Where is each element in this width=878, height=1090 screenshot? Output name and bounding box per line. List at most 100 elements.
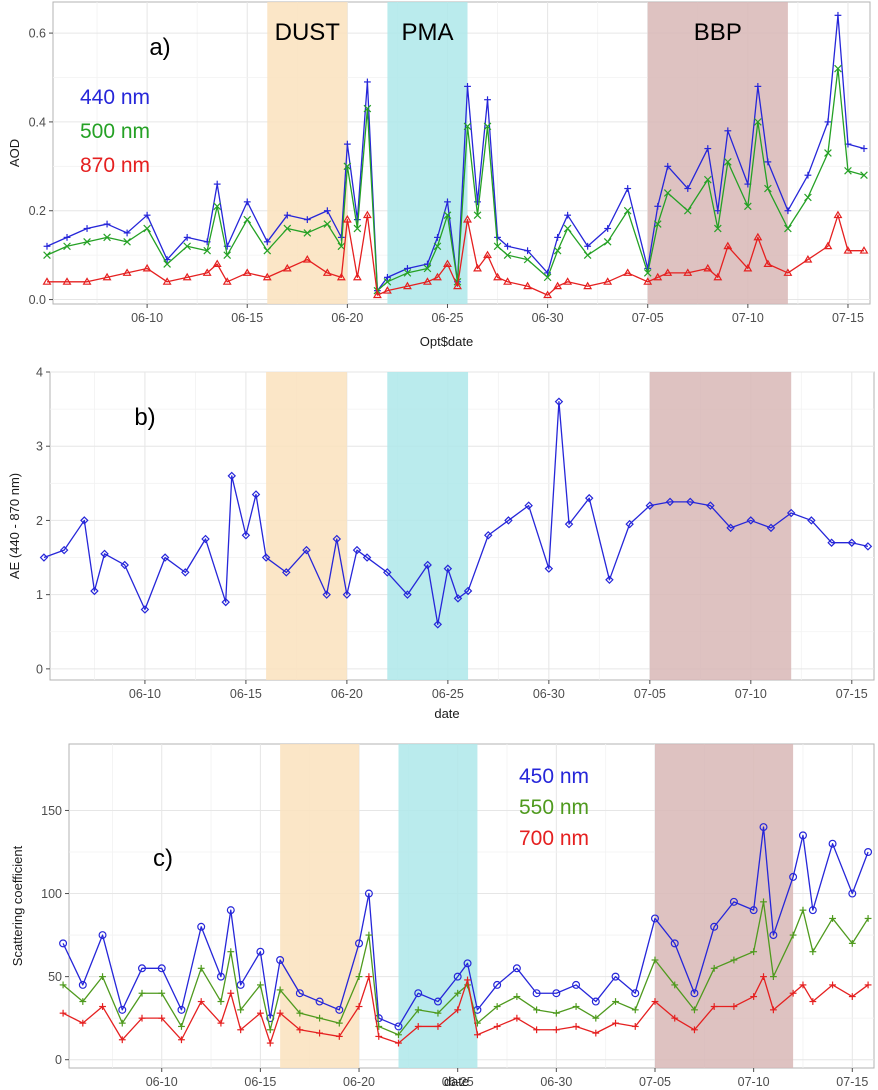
x-tick-label: 07-05 [634,687,666,701]
data-point [454,1006,462,1014]
data-point [444,198,451,206]
data-point [760,973,767,981]
data-point [375,1033,383,1040]
data-point [203,246,212,255]
band-0 [280,744,360,1068]
data-point [859,246,869,254]
data-point [552,1009,560,1017]
data-point [262,272,272,281]
data-point [123,229,131,237]
data-point [227,948,235,956]
data-point [383,568,392,577]
data-point [760,898,767,906]
data-point [221,597,230,607]
data-point [483,250,492,259]
data-point [296,1009,304,1017]
data-point [651,998,659,1005]
data-point [322,268,332,276]
data-point [503,277,513,285]
data-point [157,964,166,973]
data-point [162,277,172,285]
data-point [343,162,352,171]
data-point [824,149,832,157]
data-point [564,519,574,529]
data-point [336,272,346,281]
x-axis-title: date [444,1074,469,1089]
data-point [335,1033,343,1040]
data-point [848,993,856,1000]
data-point [493,272,502,281]
data-point [302,545,311,555]
data-point [671,1014,679,1022]
data-point [197,964,205,972]
data-point [223,251,232,259]
data-point [163,260,171,268]
data-point [243,215,252,224]
data-point [201,534,210,544]
data-point [182,272,192,281]
x-tick-label: 06-30 [533,687,565,701]
series-line-2-1 [62,901,869,1036]
band-0 [266,372,347,680]
x-tick-label: 06-20 [331,687,363,701]
data-point [706,501,715,510]
data-point [283,211,291,219]
data-point [524,501,533,510]
data-point [584,493,594,503]
y-axis-title: AE (440 - 870 nm) [7,473,22,579]
data-point [79,1019,87,1027]
y-tick-label: 0.0 [29,293,46,307]
data-point [181,568,190,577]
x-tick-label: 06-15 [244,1075,276,1089]
data-point [631,989,640,998]
y-tick-label: 0 [36,662,43,676]
data-point [623,268,633,276]
data-point [395,1031,402,1039]
data-point [364,889,373,898]
data-point [103,233,111,242]
data-point [512,964,521,973]
data-point [222,277,232,285]
data-point [414,1023,422,1030]
data-point [342,215,352,223]
y-tick-label: 150 [41,804,62,818]
data-point [142,263,152,272]
data-point [226,906,235,915]
data-point [237,1026,245,1034]
data-point [848,939,856,947]
data-point [726,523,735,533]
data-point [263,238,271,246]
data-point [63,242,71,251]
data-point [434,1023,442,1030]
data-point [197,922,206,931]
data-point [443,211,452,220]
data-point [383,277,392,286]
data-point [342,590,352,599]
data-point [710,922,719,931]
data-point [524,247,531,255]
x-tick-label: 06-30 [540,1075,572,1089]
data-point [433,272,442,281]
data-point [799,906,807,914]
data-point [769,1006,777,1014]
data-point [276,955,285,964]
data-point [523,281,533,290]
data-point [63,233,71,241]
x-tick-label: 07-15 [836,687,868,701]
data-point [118,1005,127,1014]
data-point [143,224,151,233]
band-pma [387,2,468,304]
data-point [217,998,225,1005]
data-point [543,273,552,282]
x-tick-label: 06-10 [146,1075,178,1089]
x-axis-title: date [434,706,459,721]
data-point [202,268,212,276]
data-point [769,973,777,981]
x-tick-label: 07-05 [639,1075,671,1089]
data-point [603,237,612,246]
data-point [90,586,99,596]
data-point [473,211,482,220]
data-point [276,986,284,994]
data-point [834,11,842,19]
data-point [217,1019,225,1027]
